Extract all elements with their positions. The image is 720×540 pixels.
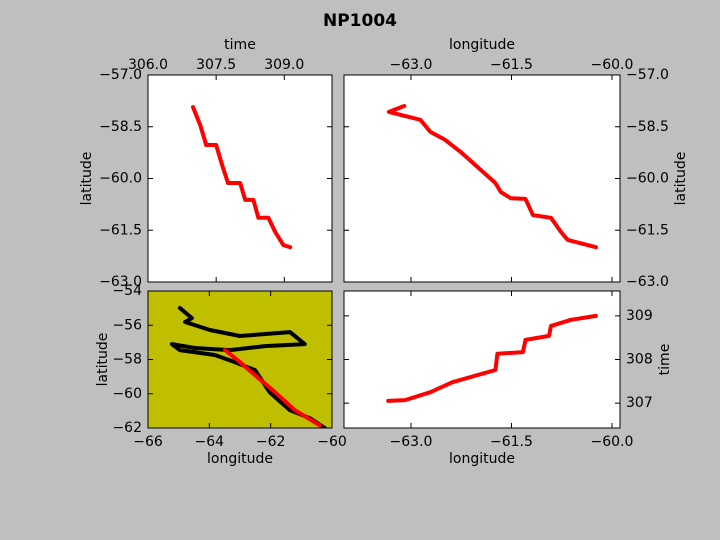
x-tick-label: −62 [256, 434, 286, 450]
y-tick-label: −54 [112, 283, 142, 299]
y-axis-label: latitude [673, 152, 689, 206]
data-line [191, 105, 293, 250]
x-tick-label: 309.0 [264, 57, 304, 73]
y-tick-label: −58.5 [626, 119, 669, 135]
y-tick-label: −57.0 [99, 67, 142, 83]
x-tick-label: −60.0 [591, 434, 634, 450]
data-line [386, 313, 598, 403]
y-tick-label: −56 [112, 317, 142, 333]
y-axis-label: latitude [79, 152, 95, 206]
data-line [169, 306, 327, 428]
x-axis-label: longitude [207, 451, 273, 467]
x-axis-label: time [224, 37, 256, 53]
x-tick-label: −66 [133, 434, 163, 450]
y-tick-label: −62 [112, 420, 142, 436]
y-tick-label: −58.5 [99, 119, 142, 135]
y-axis-label: time [657, 344, 673, 376]
data-line [223, 348, 322, 428]
x-axis-label: longitude [449, 37, 515, 53]
y-tick-label: −58 [112, 352, 142, 368]
plot-area [344, 75, 620, 282]
y-tick-label: −61.5 [99, 222, 142, 238]
plot-area [148, 75, 332, 282]
x-tick-label: −61.5 [490, 57, 533, 73]
y-tick-label: −60 [112, 386, 142, 402]
plot-area [148, 291, 332, 428]
y-axis-label: latitude [95, 333, 111, 387]
y-tick-label: −60.0 [626, 171, 669, 187]
y-tick-label: 307 [626, 395, 653, 411]
plot-area [344, 291, 620, 428]
x-tick-label: −63.0 [390, 434, 433, 450]
figure-title: NP1004 [323, 11, 397, 31]
x-tick-label: 306.0 [128, 57, 168, 73]
x-tick-label: −64 [195, 434, 225, 450]
y-tick-label: −60.0 [99, 171, 142, 187]
x-axis-label: longitude [449, 451, 515, 467]
data-line [386, 104, 598, 250]
x-tick-label: −60.0 [591, 57, 634, 73]
x-tick-label: −61.5 [490, 434, 533, 450]
y-tick-label: −61.5 [626, 222, 669, 238]
x-tick-label: 307.5 [196, 57, 236, 73]
y-tick-label: −63.0 [626, 274, 669, 290]
y-tick-label: 309 [626, 308, 653, 324]
x-tick-label: −60 [317, 434, 347, 450]
y-tick-label: 308 [626, 352, 653, 368]
y-tick-label: −57.0 [626, 67, 669, 83]
y-tick-label: −63.0 [99, 274, 142, 290]
x-tick-label: −63.0 [390, 57, 433, 73]
